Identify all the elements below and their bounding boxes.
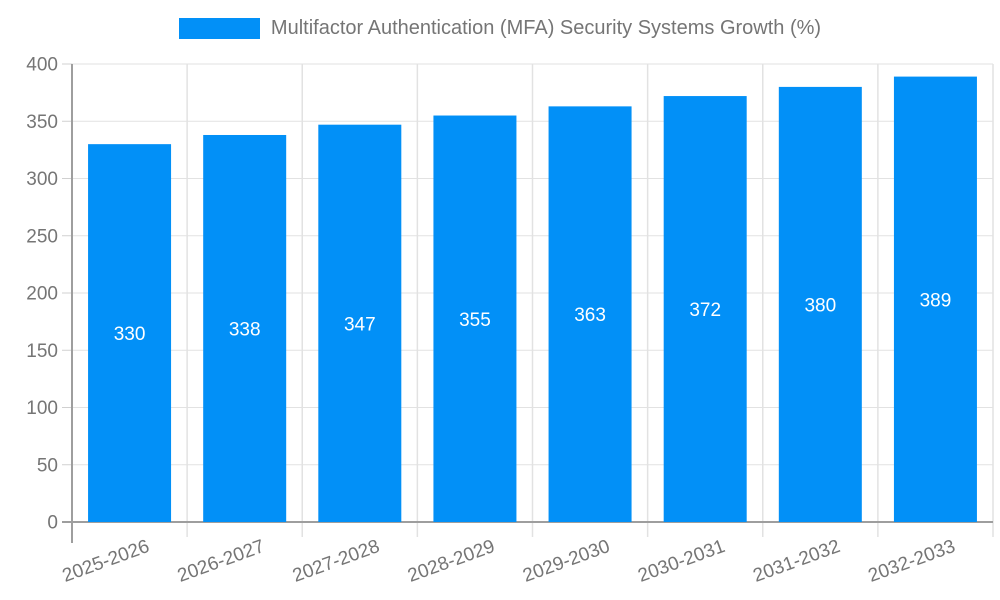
legend-label: Multifactor Authentication (MFA) Securit…: [270, 17, 822, 39]
bar-2028-2029: [433, 115, 517, 523]
y-axis-label: 300: [26, 169, 58, 190]
x-axis-label: 2031-2032: [750, 536, 843, 587]
bar-value-label: 389: [920, 290, 952, 311]
bar-value-label: 363: [574, 305, 606, 326]
bar-value-label: 372: [689, 300, 721, 321]
x-axis-label: 2029-2030: [520, 536, 613, 587]
bar-value-label: 347: [344, 314, 376, 335]
x-axis-label: 2032-2033: [866, 536, 959, 587]
y-axis-label: 400: [26, 55, 58, 76]
bar-2027-2028: [318, 124, 402, 522]
bar-value-label: 330: [114, 324, 146, 345]
bar-value-label: 380: [804, 295, 836, 316]
x-axis-label: 2030-2031: [635, 536, 728, 587]
y-axis-label: 0: [47, 513, 58, 534]
bar-2032-2033: [893, 76, 977, 522]
bar-2030-2031: [663, 96, 747, 522]
x-axis-label: 2025-2026: [60, 536, 153, 587]
y-axis-label: 150: [26, 341, 58, 362]
bar-value-label: 338: [229, 319, 261, 340]
bar-2029-2030: [548, 106, 632, 523]
bar-2025-2026: [88, 144, 172, 522]
y-axis-label: 50: [37, 455, 58, 476]
y-axis-label: 200: [26, 284, 58, 305]
bar-2031-2032: [778, 86, 862, 523]
bar-value-label: 355: [459, 310, 491, 331]
y-axis-label: 100: [26, 398, 58, 419]
y-axis-label: 350: [26, 112, 58, 133]
x-axis-label: 2028-2029: [405, 536, 498, 587]
chart-legend[interactable]: Multifactor Authentication (MFA) Securit…: [0, 18, 1000, 39]
bar-2026-2027: [203, 134, 287, 523]
x-axis-label: 2027-2028: [290, 536, 383, 587]
y-axis-label: 250: [26, 226, 58, 247]
x-axis-label: 2026-2027: [175, 536, 268, 587]
legend-swatch: [178, 18, 260, 39]
